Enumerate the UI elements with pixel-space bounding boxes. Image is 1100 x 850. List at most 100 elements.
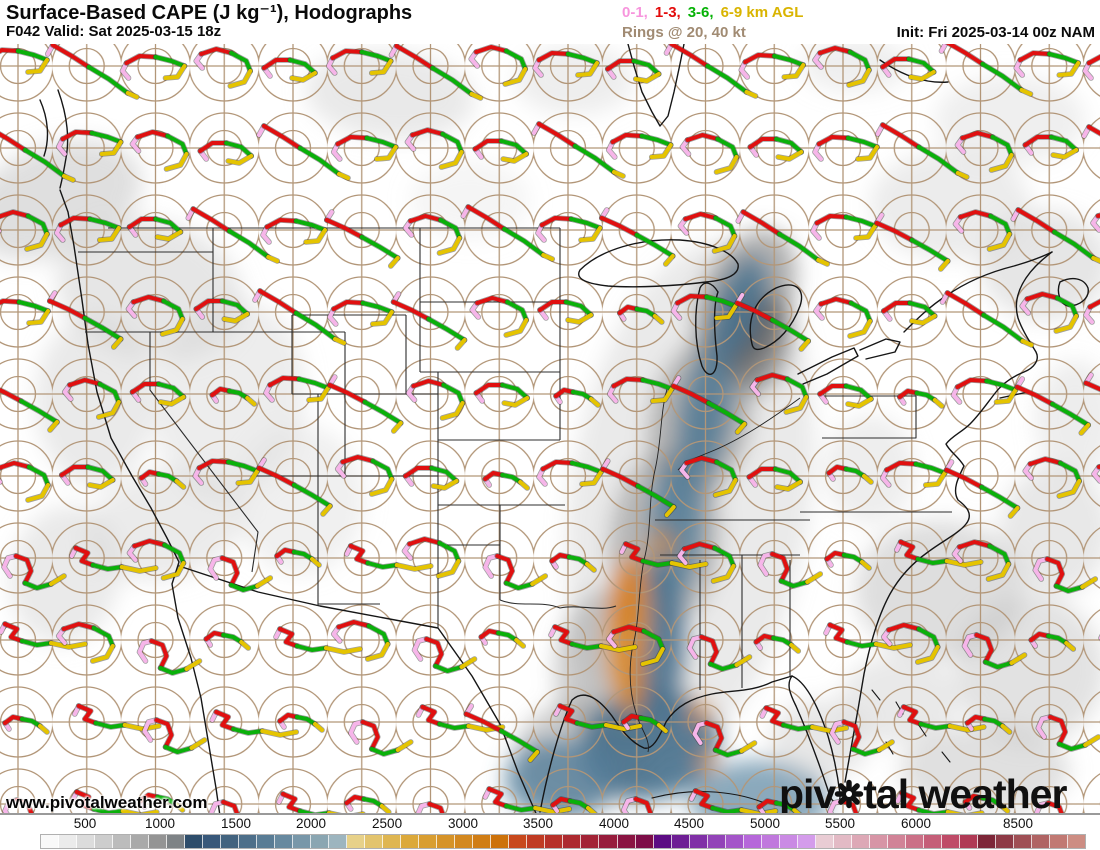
hodograph-trace-segment [49,641,87,649]
hodograph-trace-segment [607,384,618,403]
hodograph-trace-segment [952,545,963,563]
hodograph-trace-segment [194,299,225,311]
hodograph-trace-segment [394,563,433,571]
hodograph-trace-segment [504,581,535,590]
hodograph-trace-segment [424,637,444,668]
hodograph-trace-segment [916,145,960,175]
hodograph-trace-segment [986,562,1011,581]
hodograph-trace-segment [307,386,330,402]
hodograph-trace-segment [957,540,992,549]
colorbar-cell [995,835,1014,848]
hodograph-trace-segment [139,470,161,480]
hodograph-trace-segment [59,465,90,477]
hodograph-ring-grid [0,44,1100,813]
hodograph-trace-segment [1045,557,1065,588]
hodograph-trace-segment [62,383,73,401]
hodograph-trace-segment [714,155,739,174]
legend-item: 3-6, [687,4,714,21]
hodograph-trace-segment [611,625,646,634]
hodograph-trace-segment [131,295,166,304]
hodograph-trace-segment [26,58,49,74]
hodograph-trace-segment [631,59,661,76]
hodograph-trace-segment [777,232,821,262]
hodograph-trace-segment [439,150,464,169]
hodograph-trace-segment [119,565,158,573]
hodograph-trace-segment [955,378,989,389]
hodograph-trace-segment [538,300,568,312]
hodograph-trace-segment [61,622,96,631]
hodograph-trace-segment [38,724,49,734]
hodograph-height-legend: 0-1, 1-3, 3-6, 6-9 km AGL [622,4,810,21]
hodograph-trace-segment [671,301,682,320]
hodograph-trace-segment [664,505,676,517]
hodograph-trace-segment [499,139,529,156]
hodograph-trace-segment [684,456,719,465]
hodograph-trace-segment [97,382,121,404]
hodograph-trace-segment [947,724,986,732]
hodograph-trace-segment [599,644,637,652]
hodograph-trace-segment [550,553,571,563]
hodograph-trace-segment [430,66,474,96]
hodograph-trace-segment [773,467,803,484]
colorbar-cell [167,835,186,848]
hodograph-trace-segment [191,207,232,233]
hodograph-trace-segment [427,802,445,813]
hodograph-trace-segment [774,137,804,154]
hodograph-trace-segment [229,51,253,73]
hodograph-trace-segment [153,55,187,68]
hodograph-trace-segment [395,740,413,752]
hodograph-trace-segment [678,217,689,235]
colorbar-cell [257,835,276,848]
hodograph-trace-segment [1048,715,1068,746]
hodograph-trace-segment [137,639,154,663]
colorbar-cell [185,835,204,848]
hodograph-trace-segment [379,804,391,813]
hodograph-trace-segment [980,796,1003,807]
hodograph-trace-segment [1057,742,1088,751]
hodograph-trace-segment [369,59,393,75]
hodograph-trace-segment [621,714,643,724]
hodograph-trace-segment [496,631,519,642]
hodograph-trace-segment [0,48,20,54]
lake-erie [797,347,859,385]
hodograph-trace-segment [714,304,738,320]
hodograph-trace-segment [26,214,49,236]
coastline-bc [39,89,69,189]
hodograph-trace-segment [1057,479,1082,498]
colorbar-cell [527,835,546,848]
hodograph-trace-segment [540,216,573,227]
hodograph-trace-segment [403,219,414,237]
hodograph-trace-segment [990,135,1014,157]
hodograph-trace-segment [359,50,393,63]
hodograph-trace-segment [209,800,226,813]
hodograph-trace-segment [799,339,811,351]
hodograph-trace-segment [553,625,574,646]
colorbar-cell [761,835,780,848]
coastline-east [844,251,1053,783]
hodograph-trace-segment [16,49,49,62]
hodograph-trace-segment [599,216,639,237]
hodograph-trace-segment [810,725,849,733]
hodograph-trace-segment [679,461,690,479]
colorbar-cell [329,835,348,848]
hodograph-trace-segment [62,174,75,182]
hodograph-trace-segment [388,256,400,268]
hodograph-trace-segment [685,133,720,142]
colorbar-cell [653,835,672,848]
colorbar-cell [581,835,600,848]
hodograph-trace-segment [499,729,540,754]
colorbar-cell [869,835,888,848]
hodograph-trace-segment [1046,801,1064,813]
hodograph-trace-segment [502,396,530,407]
hodograph-trace-segment [130,135,141,153]
hodograph-trace-segment [699,635,719,666]
hodograph-trace-segment [774,801,797,812]
hodograph-trace-segment [369,477,394,496]
hodograph-trace-segment [983,660,1014,669]
hodograph-trace-segment [405,133,416,151]
hodograph-trace-segment [1055,296,1079,318]
hodograph-trace-segment [19,399,59,424]
hodograph-trace-segment [408,214,443,223]
hodograph-trace-segment [126,300,137,318]
